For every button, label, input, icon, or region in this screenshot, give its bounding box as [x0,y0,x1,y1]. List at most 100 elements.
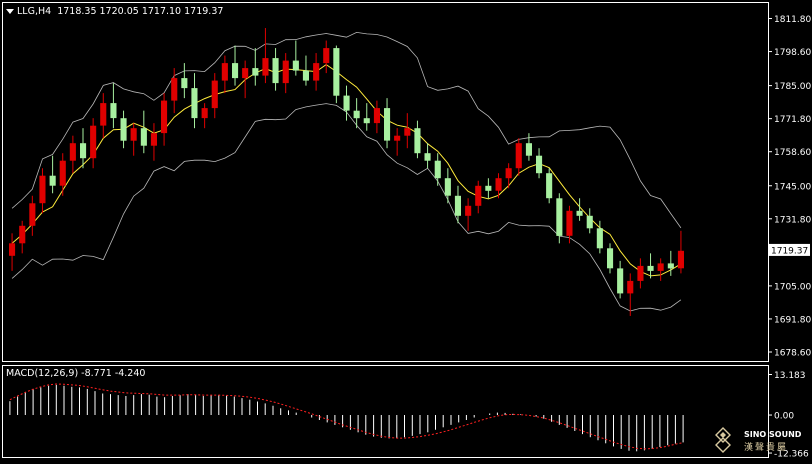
candle-body [505,168,512,179]
logo-text-cn: 漢聲貴屬 [744,441,788,453]
candle-body [19,225,26,244]
candle [353,98,360,129]
candle [434,153,441,186]
main-panel-frame [2,2,769,362]
candle [292,40,299,76]
candle [232,45,239,86]
macd-tick-label: -12.366 [774,450,809,460]
candle [536,148,543,179]
candle-body [667,263,674,269]
candle-body [454,195,461,216]
candle [181,63,188,99]
candle-body [313,63,320,81]
candle [100,93,107,139]
candle [485,178,492,199]
candle [556,193,563,244]
candle-body [242,68,249,79]
candle [313,53,320,91]
price-tick-label: 1758.60 [774,148,811,158]
candle [647,253,654,279]
candlesticks [9,28,684,316]
candle-body [140,128,147,146]
candle [627,273,634,316]
candle [323,40,330,74]
candle-body [414,128,421,154]
candle-body [394,135,401,141]
candle [161,93,168,146]
candle [211,73,218,119]
candle [302,55,309,86]
symbol-label: LLG,H4 [17,6,52,17]
candle-body [647,265,654,271]
candle-body [211,80,218,109]
candle-body [444,178,451,196]
price-tick-label: 1745.00 [774,182,811,192]
macd-label: MACD(12,26,9) -8.771 -4.240 [6,368,146,379]
candle-body [343,95,350,111]
candle-body [576,210,583,216]
candle [657,258,664,281]
macd-signal-line [9,383,684,450]
candle-body [596,228,603,249]
candle [171,68,178,114]
candle-body [181,78,188,89]
candle [444,168,451,204]
candle [262,28,269,84]
candle [586,208,593,234]
candle-body [556,198,563,236]
candle [363,103,370,131]
candle-body [191,88,198,119]
ohlc-values: 1718.35 1720.05 1717.10 1719.37 [57,6,224,17]
price-tick-label: 1678.60 [774,348,811,358]
candle [343,85,350,121]
candle [272,48,279,91]
candle [252,48,259,86]
diamond-icon [715,427,731,453]
candle [424,143,431,169]
candle-body [617,268,624,294]
candle-body [566,210,573,236]
candle-body [90,125,97,159]
candle [414,120,421,159]
candle-body [586,215,593,229]
candle [221,55,228,94]
candle-body [120,118,127,141]
candle-body [434,160,441,179]
candle [49,155,56,194]
candle-body [353,110,360,119]
candle-body [69,143,76,161]
current-price-label: 1719.37 [771,246,808,256]
candle-body [282,60,289,84]
candle [110,83,117,129]
candle-body [475,185,482,206]
candle-body [29,203,36,226]
candle-body [39,175,46,204]
price-tick-label: 1731.80 [774,215,811,225]
candle [90,118,97,169]
candle-body [495,178,502,191]
candle [69,135,76,174]
candle-body [546,173,553,199]
candle [394,128,401,156]
candle-body [80,143,87,159]
candle-body [627,280,634,294]
candle-body [424,153,431,161]
candle [576,198,583,221]
candle [546,168,553,204]
candle-body [100,103,107,126]
candle [140,110,147,154]
macd-tick-label: 0.00 [774,412,794,422]
price-tick-label: 1811.80 [774,15,811,25]
candle-body [373,108,380,124]
candle [607,243,614,274]
current-price-tag [768,243,810,256]
candle [566,205,573,244]
candle-body [536,155,543,174]
candle-body [323,48,330,64]
candle-body [363,118,370,124]
candle-body [525,143,532,156]
candle-body [384,108,391,141]
candle [404,113,411,149]
chevron-down-icon[interactable] [6,9,14,14]
